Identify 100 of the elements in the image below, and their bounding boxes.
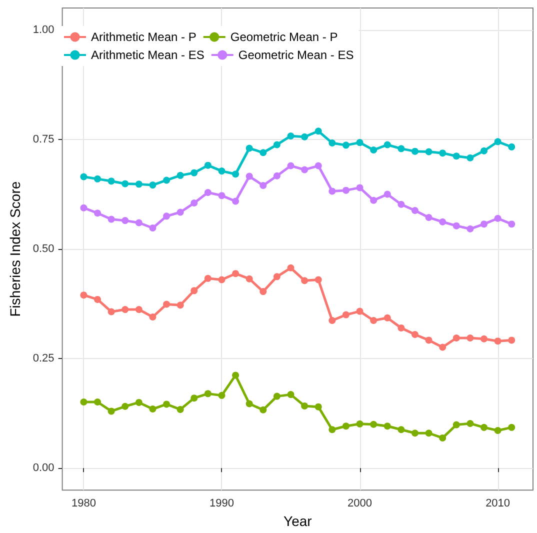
y-tick-label: 1.00	[32, 24, 54, 36]
point	[149, 224, 156, 232]
point	[480, 147, 488, 154]
point	[508, 336, 516, 344]
point	[246, 144, 253, 152]
point	[163, 176, 170, 184]
point	[480, 424, 488, 431]
point	[204, 390, 212, 398]
point	[356, 420, 364, 428]
point	[439, 344, 446, 351]
point	[370, 196, 378, 204]
point	[287, 391, 294, 398]
point	[232, 198, 240, 205]
point	[190, 287, 198, 294]
point	[384, 422, 391, 430]
x-tick-label: 2010	[486, 498, 510, 510]
point	[314, 162, 322, 170]
point	[149, 406, 156, 413]
point	[314, 128, 322, 135]
point	[135, 180, 142, 188]
x-tick-label: 1980	[71, 498, 96, 510]
point	[287, 264, 294, 272]
point	[122, 306, 129, 314]
point	[163, 400, 170, 408]
point	[232, 372, 240, 379]
point	[260, 182, 267, 189]
point	[260, 406, 267, 414]
point	[108, 308, 115, 316]
point	[370, 146, 378, 154]
point	[494, 138, 502, 146]
point	[342, 422, 350, 430]
point	[508, 220, 516, 228]
point	[204, 162, 212, 169]
point	[480, 335, 488, 342]
point	[356, 139, 364, 146]
point	[411, 206, 418, 214]
point	[398, 145, 405, 152]
point	[204, 274, 212, 282]
point	[398, 324, 405, 332]
legend-label: Arithmetic Mean - P	[91, 30, 196, 44]
point	[466, 420, 474, 427]
point	[480, 220, 488, 228]
point	[176, 208, 184, 216]
point	[425, 214, 432, 221]
point	[80, 398, 88, 406]
point	[328, 139, 336, 146]
point	[135, 306, 142, 314]
point	[190, 394, 198, 402]
point	[314, 276, 322, 284]
point	[218, 276, 226, 284]
point	[370, 420, 378, 428]
y-tick-label: 0.25	[32, 352, 54, 365]
point	[452, 421, 460, 428]
point	[356, 308, 364, 315]
point	[246, 400, 253, 408]
point	[122, 180, 129, 188]
point	[508, 424, 516, 431]
point	[80, 292, 88, 299]
point	[108, 216, 115, 223]
point	[301, 402, 308, 410]
point	[328, 188, 336, 195]
point	[439, 218, 446, 226]
point	[425, 430, 432, 437]
point	[301, 277, 308, 284]
point	[273, 172, 280, 180]
x-tick-label: 1990	[209, 498, 234, 510]
point	[384, 190, 391, 198]
point	[384, 314, 391, 322]
point	[342, 311, 350, 318]
point	[80, 204, 88, 212]
legend-label: Geometric Mean - P	[230, 30, 338, 44]
point	[176, 406, 184, 413]
point	[411, 331, 418, 338]
point	[108, 178, 115, 185]
point	[260, 149, 267, 156]
point	[356, 184, 364, 192]
point	[260, 288, 267, 296]
point	[411, 148, 418, 155]
point	[466, 225, 474, 232]
point	[384, 141, 391, 148]
point	[273, 392, 280, 400]
point	[176, 172, 184, 179]
x-tick-label: 2000	[348, 498, 372, 510]
point	[287, 162, 294, 170]
point	[122, 217, 129, 224]
point	[80, 173, 88, 180]
point	[411, 430, 418, 437]
point	[218, 192, 226, 200]
point	[452, 222, 460, 230]
point	[190, 169, 198, 176]
point	[301, 166, 308, 174]
point	[218, 168, 226, 175]
point	[149, 313, 156, 320]
point	[425, 148, 432, 156]
y-tick-label: 0.75	[32, 133, 54, 146]
point	[466, 334, 474, 342]
y-axis-title: Fisheries Index Score	[7, 181, 23, 317]
point	[218, 392, 226, 399]
point	[452, 152, 460, 160]
point	[452, 334, 460, 342]
